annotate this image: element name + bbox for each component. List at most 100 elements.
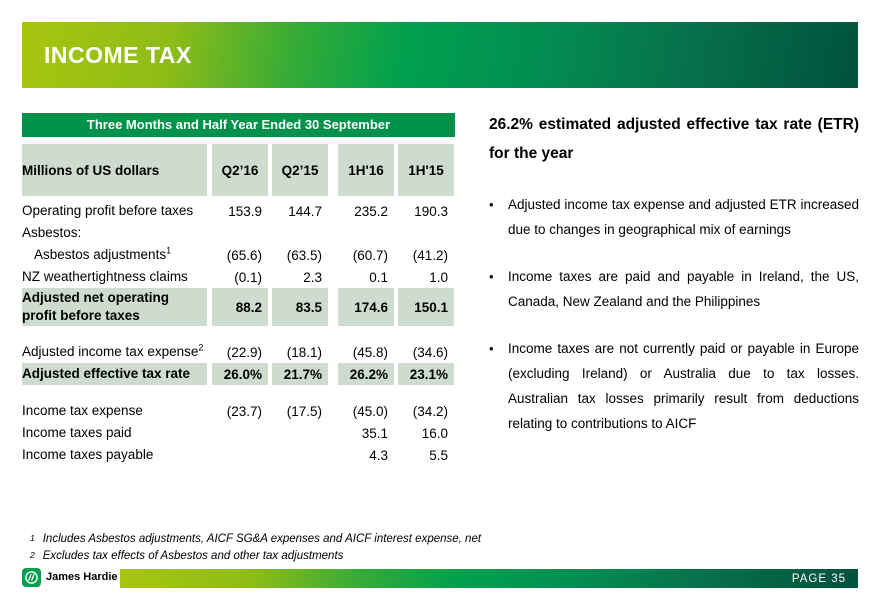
row-value: (22.9) (212, 341, 268, 363)
row-value-text: 88.2 (235, 299, 262, 315)
row-value: 235.2 (338, 200, 394, 222)
footnote-line: 1 Includes Asbestos adjustments, AICF SG&… (30, 531, 481, 548)
row-value: (34.2) (398, 400, 454, 422)
column-header: Q2’16 (212, 144, 268, 196)
bullet-item: • Income taxes are not currently paid or … (489, 336, 859, 436)
table-title: Three Months and Half Year Ended 30 Sept… (22, 113, 455, 137)
row-label-text: Income tax expense (22, 403, 143, 418)
row-label-text: Adjusted net operating profit before tax… (22, 290, 170, 323)
title-banner: INCOME TAX (22, 22, 858, 88)
table-spacer-row (22, 385, 455, 400)
table-row: NZ weathertightness claims (0.1) 2.3 0.1 1.0 (22, 266, 455, 288)
column-header-label: Millions of US dollars (22, 144, 207, 196)
bullet-text: Income taxes are not currently paid or p… (508, 341, 859, 431)
table-row: Adjusted net operating profit before tax… (22, 288, 455, 326)
row-value-text: 0.1 (369, 269, 388, 285)
row-value (212, 222, 268, 244)
row-label: NZ weathertightness claims (22, 266, 207, 288)
row-value: 21.7% (272, 363, 328, 385)
row-value: (63.5) (272, 244, 328, 266)
column-header-text: Q2’16 (221, 162, 259, 178)
row-value: 5.5 (398, 444, 454, 466)
column-header-text: Q2’15 (281, 162, 319, 178)
row-value: 153.9 (212, 200, 268, 222)
row-label: Asbestos: (22, 222, 207, 244)
row-value: 144.7 (272, 200, 328, 222)
column-header: 1H'15 (398, 144, 454, 196)
row-value-text: (17.5) (286, 403, 322, 419)
row-value-text: 1.0 (429, 269, 448, 285)
bullet-marker: • (489, 341, 494, 356)
row-value: 190.3 (398, 200, 454, 222)
row-value-text: (23.7) (226, 403, 262, 419)
row-value (212, 422, 268, 444)
footer: James Hardie PAGE 35 (0, 568, 880, 588)
row-value-text: 150.1 (414, 299, 448, 315)
row-value: 26.2% (338, 363, 394, 385)
row-value (212, 444, 268, 466)
row-value: (41.2) (398, 244, 454, 266)
row-label-text: Asbestos adjustments1 (34, 245, 172, 262)
row-value-text: 5.5 (429, 447, 448, 463)
row-value-text: (45.8) (352, 344, 388, 360)
row-value: 4.3 (338, 444, 394, 466)
row-value-text: 174.6 (354, 299, 388, 315)
row-label-text: Operating profit before taxes (22, 203, 194, 218)
row-value-text: (60.7) (352, 247, 388, 263)
table-row: Income taxes payable 4.3 5.5 (22, 444, 455, 466)
row-label: Adjusted income tax expense2 (22, 341, 207, 363)
row-value: 16.0 (398, 422, 454, 444)
row-value (272, 222, 328, 244)
table-spacer-row (22, 326, 455, 341)
row-label: Asbestos adjustments1 (22, 244, 207, 266)
row-value-text: 190.3 (414, 203, 448, 219)
row-value: (23.7) (212, 400, 268, 422)
footnote-text: Excludes tax effects of Asbestos and oth… (42, 550, 344, 562)
row-value (338, 222, 394, 244)
row-label-text: Income taxes payable (22, 447, 154, 462)
row-value: 35.1 (338, 422, 394, 444)
footnote-line: 2 Excludes tax effects of Asbestos and ot… (30, 548, 481, 565)
row-value: 2.3 (272, 266, 328, 288)
row-value: 150.1 (398, 288, 454, 326)
row-label: Operating profit before taxes (22, 200, 207, 222)
row-label-text: Asbestos: (22, 225, 82, 240)
row-value-text: 2.3 (303, 269, 322, 285)
footnote-marker: 2 (198, 342, 204, 353)
commentary-panel: 26.2% estimated adjusted effective tax r… (489, 110, 859, 458)
row-value: 174.6 (338, 288, 394, 326)
row-value-text: 21.7% (283, 366, 322, 382)
row-value-text: 153.9 (228, 203, 262, 219)
james-hardie-logo-icon (22, 568, 41, 587)
footnote-marker: 1 (166, 245, 172, 256)
footnote-superscript: 1 (30, 533, 35, 543)
table-row: Adjusted income tax expense2 (22.9) (18.1)… (22, 341, 455, 363)
row-value: (34.6) (398, 341, 454, 363)
row-value: (65.6) (212, 244, 268, 266)
row-value-text: (22.9) (226, 344, 262, 360)
footnote-superscript: 2 (30, 550, 35, 560)
row-value: (18.1) (272, 341, 328, 363)
column-header: Q2’15 (272, 144, 328, 196)
row-value (398, 222, 454, 244)
footer-bar: PAGE 35 (120, 569, 858, 588)
bullet-text: Income taxes are paid and payable in Ire… (508, 269, 859, 309)
table-body: Millions of US dollars Q2’16 Q2’15 1H'16 1H'… (22, 144, 455, 466)
income-tax-table: Three Months and Half Year Ended 30 Sept… (22, 113, 455, 466)
row-value-text: 35.1 (361, 425, 388, 441)
row-label-text: Income taxes paid (22, 425, 132, 440)
row-value: (0.1) (212, 266, 268, 288)
row-value-text: 16.0 (421, 425, 448, 441)
row-label: Income tax expense (22, 400, 207, 422)
table-row: Adjusted effective tax rate 26.0% 21.7% 26.… (22, 363, 455, 385)
row-label: Income taxes paid (22, 422, 207, 444)
row-value: 23.1% (398, 363, 454, 385)
row-value-text: (18.1) (286, 344, 322, 360)
row-label-text: NZ weathertightness claims (22, 269, 188, 284)
row-value (272, 444, 328, 466)
row-value (272, 422, 328, 444)
row-value: (45.0) (338, 400, 394, 422)
table-row: Asbestos: (22, 222, 455, 244)
row-value-text: 26.0% (223, 366, 262, 382)
